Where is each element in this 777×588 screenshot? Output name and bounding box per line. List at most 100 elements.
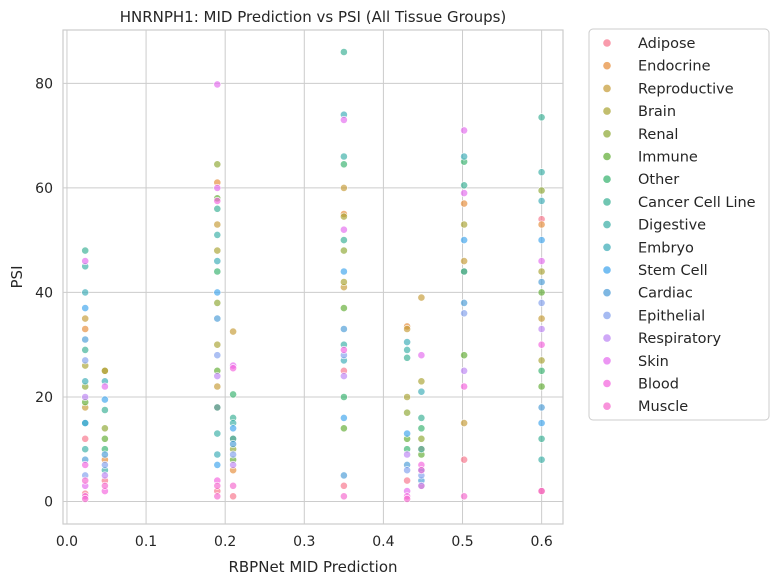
- legend-item: Renal: [603, 127, 678, 143]
- legend-label: Muscle: [638, 399, 688, 415]
- legend-item: Immune: [603, 150, 698, 166]
- data-point: [460, 309, 468, 318]
- data-point: [460, 257, 468, 265]
- legend-marker: [603, 243, 611, 252]
- data-point: [81, 314, 90, 323]
- data-point: [403, 338, 411, 346]
- data-point: [213, 288, 222, 297]
- data-point: [229, 450, 237, 459]
- data-point: [537, 168, 546, 177]
- series-points: [81, 236, 546, 475]
- data-point: [229, 327, 237, 336]
- data-point: [417, 481, 426, 490]
- data-point: [537, 267, 546, 276]
- data-point: [213, 267, 222, 276]
- data-point: [229, 481, 237, 490]
- series-points: [81, 278, 546, 485]
- legend-label: Endocrine: [638, 59, 711, 75]
- data-point: [339, 413, 348, 422]
- series-points: [81, 48, 546, 443]
- x-tick-labels: 0.0 0.1 0.2 0.3 0.4 0.5 0.6: [56, 534, 553, 550]
- data-point: [101, 395, 109, 404]
- legend-item: Muscle: [603, 399, 688, 415]
- data-point: [339, 481, 348, 490]
- data-point: [213, 298, 222, 307]
- legend-marker: [603, 130, 611, 138]
- legend-item: Digestive: [603, 218, 706, 234]
- y-tick-labels: 0 20 40 60 80: [35, 76, 53, 510]
- x-tick-label: 0.5: [451, 534, 473, 550]
- data-point: [403, 450, 411, 459]
- data-point: [81, 445, 90, 454]
- data-point: [81, 377, 90, 386]
- data-point: [229, 390, 237, 399]
- legend-label: Cancer Cell Line: [638, 195, 756, 211]
- data-point: [339, 160, 348, 169]
- data-point: [537, 298, 546, 307]
- legend-marker: [603, 402, 611, 411]
- data-point: [81, 335, 90, 344]
- data-point: [81, 494, 90, 503]
- legend-label: Immune: [638, 150, 698, 166]
- data-point: [460, 419, 468, 427]
- legend-item: Epithelial: [603, 308, 705, 324]
- data-point: [537, 278, 546, 286]
- data-point: [213, 230, 222, 239]
- data-point: [339, 325, 348, 333]
- data-point: [213, 481, 222, 490]
- data-point: [537, 419, 546, 427]
- data-point: [460, 382, 468, 391]
- y-tick-label: 60: [35, 181, 53, 197]
- data-point: [403, 325, 411, 333]
- legend-frame: [588, 28, 770, 421]
- data-point: [339, 372, 348, 380]
- data-point: [537, 366, 546, 375]
- x-tick-label: 0.2: [214, 534, 236, 550]
- grid-lines: [63, 30, 563, 524]
- y-axis-label: PSI: [8, 266, 26, 289]
- data-point: [81, 345, 90, 354]
- legend: Adipose Endocrine Reproductive Brain Renal Im…: [588, 28, 770, 421]
- legend-marker: [603, 61, 611, 70]
- data-point: [417, 445, 426, 454]
- data-point: [460, 267, 468, 276]
- data-point: [101, 471, 109, 480]
- data-point: [537, 487, 546, 495]
- data-point: [213, 450, 222, 459]
- legend-marker: [603, 357, 611, 365]
- legend-marker: [603, 379, 611, 388]
- legend-marker: [603, 220, 611, 229]
- data-point: [229, 424, 237, 433]
- legend-label: Renal: [638, 127, 678, 143]
- legend-marker: [603, 84, 611, 93]
- data-point: [537, 340, 546, 349]
- legend-label: Embryo: [638, 240, 694, 256]
- legend-item: Endocrine: [603, 59, 711, 75]
- data-point: [537, 455, 546, 464]
- legend-label: Other: [638, 172, 679, 188]
- data-point: [229, 492, 237, 501]
- y-tick-label: 0: [44, 495, 53, 511]
- data-point: [460, 236, 468, 244]
- legend-label: Brain: [638, 104, 676, 120]
- data-point: [81, 356, 90, 365]
- data-point: [537, 220, 546, 229]
- data-point: [537, 382, 546, 391]
- data-point: [339, 152, 348, 161]
- data-point: [417, 293, 426, 302]
- data-point: [460, 199, 468, 208]
- data-point: [537, 356, 546, 365]
- data-point: [537, 257, 546, 265]
- data-point: [339, 246, 348, 255]
- legend-item: Reproductive: [603, 81, 734, 97]
- data-point: [101, 434, 109, 443]
- data-point: [537, 196, 546, 205]
- data-point: [537, 403, 546, 412]
- legend-label: Reproductive: [638, 81, 734, 97]
- legend-marker: [603, 334, 611, 342]
- data-point: [213, 257, 222, 265]
- data-point: [460, 152, 468, 161]
- data-point: [417, 466, 426, 475]
- data-point: [213, 403, 222, 412]
